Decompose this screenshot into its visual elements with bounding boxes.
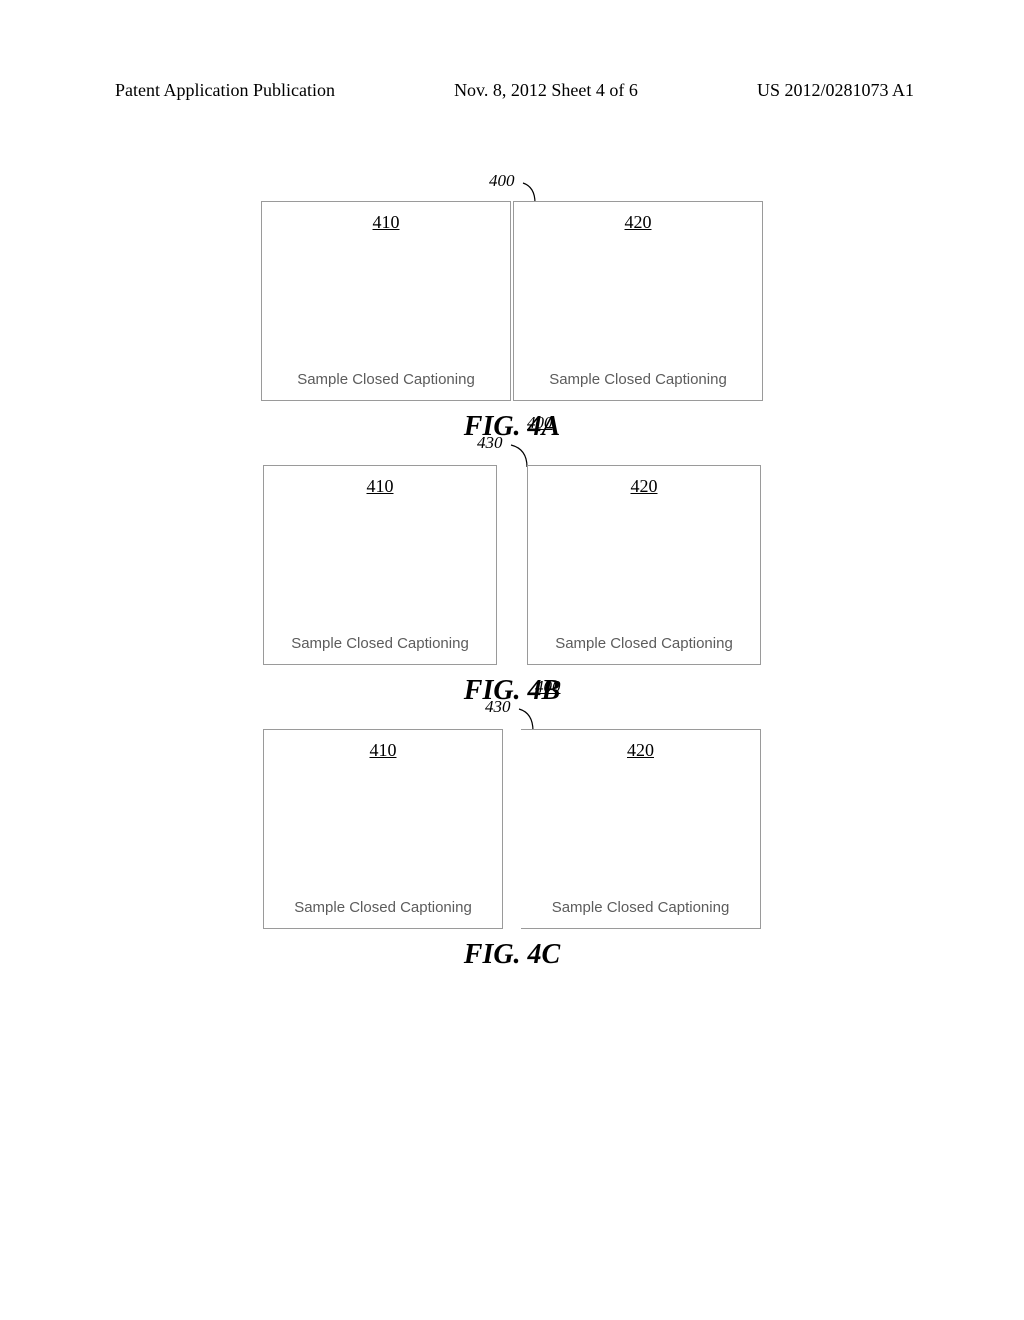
- ref-420: 420: [627, 740, 654, 761]
- ref-420: 420: [631, 476, 658, 497]
- figures-container: 400 410 Sample Closed Captioning 420 Sam…: [0, 101, 1024, 971]
- leader-400-4c: 400: [535, 677, 561, 697]
- panel-right-4c: 420 Sample Closed Captioning: [521, 729, 761, 929]
- figure-4a-panels: 400 410 Sample Closed Captioning 420 Sam…: [261, 201, 763, 401]
- panel-text: Sample Closed Captioning: [555, 635, 733, 652]
- panel-left-4c: 410 Sample Closed Captioning: [263, 729, 503, 929]
- leader-400-4b: 400: [527, 413, 553, 433]
- leader-text: 430: [485, 697, 511, 716]
- header-center: Nov. 8, 2012 Sheet 4 of 6: [454, 80, 638, 101]
- figure-4b-panels: 400 430 410 Sample Closed Captioning 420…: [263, 465, 761, 665]
- panel-left-4b: 410 Sample Closed Captioning: [263, 465, 497, 665]
- panel-right-4b: 420 Sample Closed Captioning: [527, 465, 761, 665]
- leader-text: 400: [527, 413, 553, 432]
- panel-left-4a: 410 Sample Closed Captioning: [261, 201, 511, 401]
- figure-4a: 400 410 Sample Closed Captioning 420 Sam…: [0, 201, 1024, 443]
- panel-text: Sample Closed Captioning: [297, 371, 475, 388]
- ref-420: 420: [625, 212, 652, 233]
- leader-430-4b: 430: [477, 433, 503, 453]
- leader-text: 400: [489, 171, 515, 190]
- leader-430-4c: 430: [485, 697, 511, 717]
- page-header: Patent Application Publication Nov. 8, 2…: [0, 0, 1024, 101]
- caption-4c: FIG. 4C: [464, 939, 560, 971]
- ref-410: 410: [373, 212, 400, 233]
- panel-text: Sample Closed Captioning: [291, 635, 469, 652]
- leader-text: 400: [535, 677, 561, 696]
- leader-400-4a: 400: [489, 171, 515, 191]
- figure-4c-panels: 400 430 410 Sample Closed Captioning 420…: [263, 729, 761, 929]
- leader-text: 430: [477, 433, 503, 452]
- header-right: US 2012/0281073 A1: [757, 80, 914, 101]
- panel-text: Sample Closed Captioning: [549, 371, 727, 388]
- ref-410: 410: [370, 740, 397, 761]
- panel-right-4a: 420 Sample Closed Captioning: [513, 201, 763, 401]
- header-left: Patent Application Publication: [115, 80, 335, 101]
- figure-4b: 400 430 410 Sample Closed Captioning 420…: [0, 465, 1024, 707]
- panel-text: Sample Closed Captioning: [294, 899, 472, 916]
- panel-text: Sample Closed Captioning: [552, 899, 730, 916]
- ref-410: 410: [367, 476, 394, 497]
- figure-4c: 400 430 410 Sample Closed Captioning 420…: [0, 729, 1024, 971]
